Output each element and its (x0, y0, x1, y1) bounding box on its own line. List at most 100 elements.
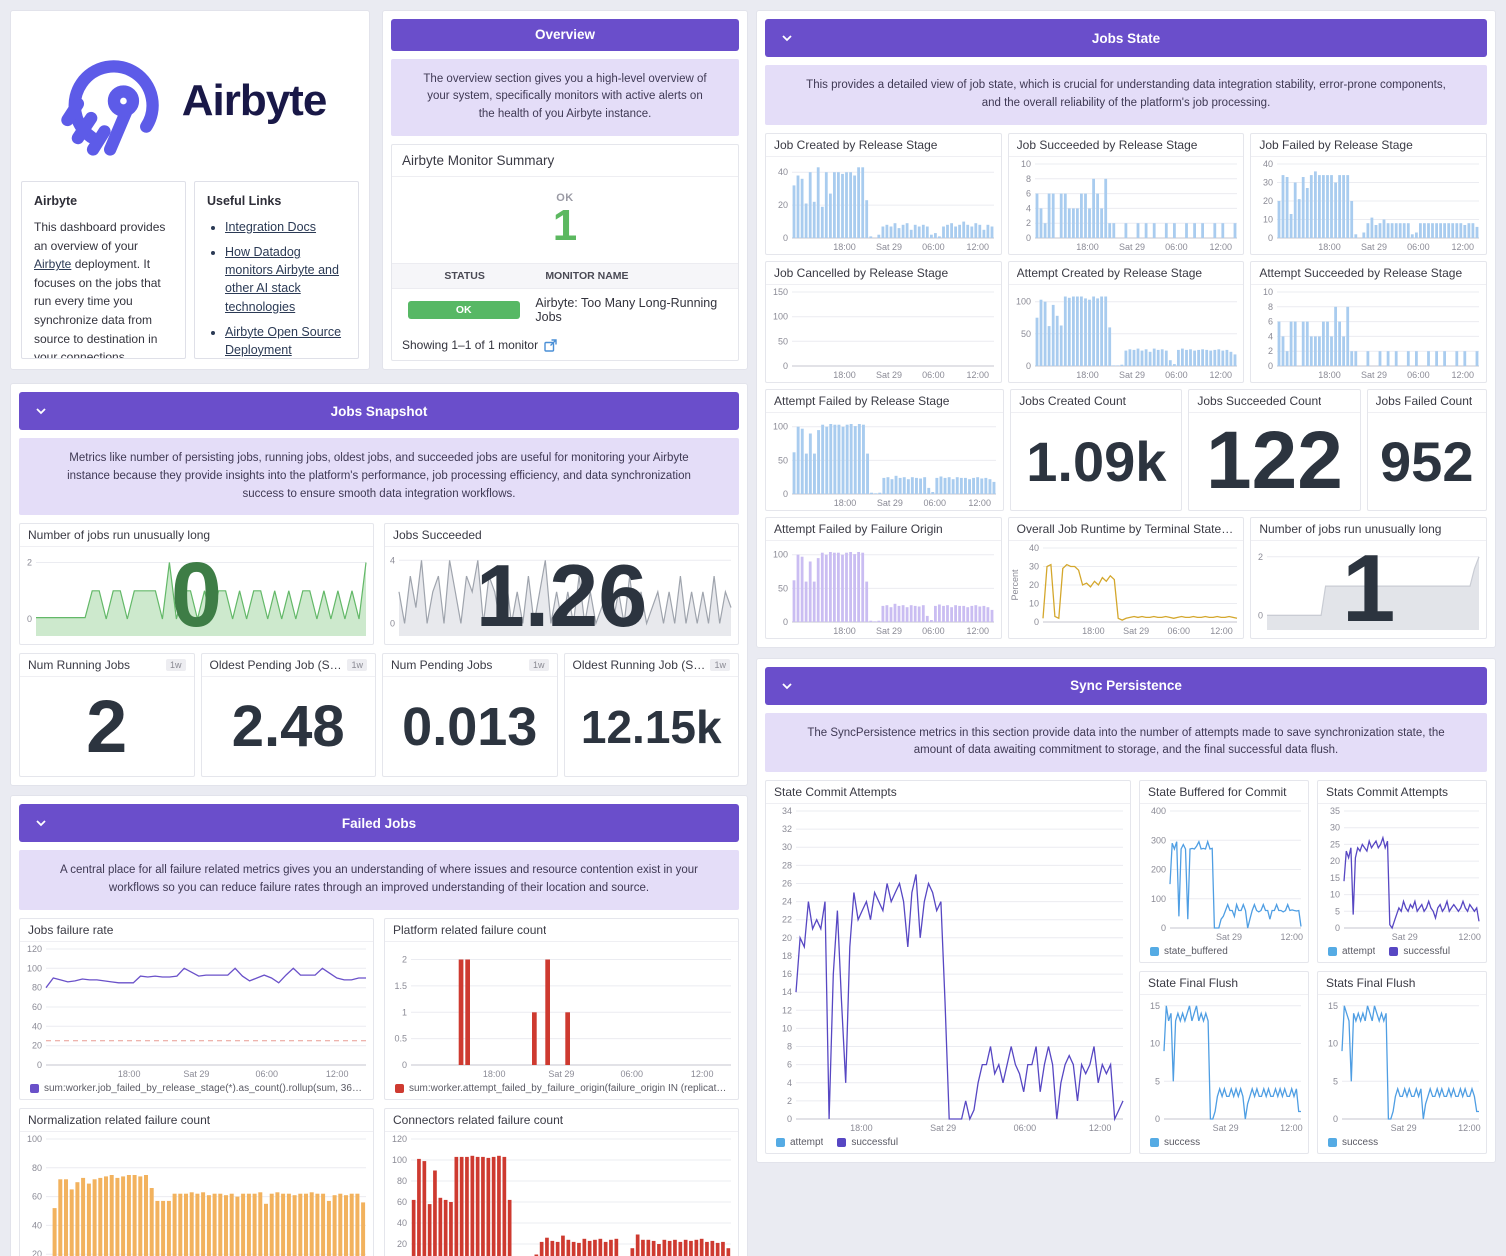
widget-overall-job-runtime[interactable]: Overall Job Runtime by Terminal State (S… (1007, 516, 1245, 639)
svg-text:06:00: 06:00 (1165, 370, 1188, 380)
widget-state-buffered[interactable]: State Buffered for Commit 0 100 200 300 400 S… (1139, 780, 1309, 964)
svg-text:0: 0 (37, 1060, 42, 1070)
widget-jobs-failed-count[interactable]: Jobs Failed Count 952 (1366, 388, 1487, 511)
line-chart[interactable]: 0 2 4 6 8 10 12 14 16 18 20 22 24 26 28 30 32 34 18:00 Sat … (766, 804, 1130, 1134)
widget-title: Num Pending Jobs (391, 658, 493, 673)
widget-stats-final-flush[interactable]: Stats Final Flush 0 5 10 15 Sat 29 12:00 succ… (1317, 971, 1487, 1155)
widget-state-commit-attempts[interactable]: State Commit Attempts 0 2 4 6 8 10 12 14 16 18 20 2… (765, 780, 1131, 1155)
svg-text:12:00: 12:00 (968, 498, 991, 508)
widget-jobs-failure-rate[interactable]: Jobs failure rate 0 20 40 60 80 100 120 18:00 Sa… (19, 918, 374, 1101)
widget-job-succeeded[interactable]: Job Succeeded by Release Stage 0 2 4 6 8 10 18… (1007, 132, 1245, 255)
svg-text:Sat 29: Sat 29 (1119, 370, 1145, 380)
bar-chart[interactable]: 0 50 100 150 18:00 Sat 29 06:00 12:00 (766, 285, 1001, 382)
line-chart[interactable]: 0 100 200 300 400 Sat 29 12:00 (1140, 804, 1308, 943)
bar-chart[interactable]: 0 0.5 1 1.5 2 18:00 Sat 29 06:00 12:00 (385, 942, 738, 1080)
bar-chart[interactable]: 0 2 4 6 8 10 18:00 Sat 29 06:00 12:00 (1009, 157, 1244, 254)
svg-text:40: 40 (778, 167, 788, 177)
widget-attempt-failed-origin[interactable]: Attempt Failed by Failure Origin 0 50 100 1… (765, 516, 1002, 639)
svg-text:18:00: 18:00 (1076, 242, 1099, 252)
widget-job-failed[interactable]: Job Failed by Release Stage 0 10 20 30 40 18:… (1250, 132, 1487, 255)
link-datadog-monitors-airbyte[interactable]: How Datadog monitors Airbyte and other A… (225, 245, 339, 314)
widget-title: Jobs Succeeded (393, 528, 482, 543)
svg-text:2: 2 (1026, 218, 1031, 228)
svg-text:18:00: 18:00 (833, 626, 856, 636)
widget-platform-failure-count[interactable]: Platform related failure count 0 0.5 1 1.5 2… (384, 918, 739, 1101)
svg-text:0: 0 (1335, 923, 1340, 933)
svg-text:12: 12 (782, 1006, 792, 1016)
collapse-chevron-icon[interactable] (33, 815, 49, 831)
widget-state-final-flush[interactable]: State Final Flush 0 5 10 15 Sat 29 12:00 succ… (1139, 971, 1309, 1155)
svg-text:10: 10 (1328, 1039, 1338, 1049)
svg-text:10: 10 (1150, 1039, 1160, 1049)
bar-chart[interactable]: 0 50 100 18:00 Sat 29 06:00 12:00 (1009, 285, 1244, 382)
widget-stats-commit-attempts[interactable]: Stats Commit Attempts 0 5 10 15 20 25 30 35 Sat … (1317, 780, 1487, 964)
svg-text:15: 15 (1330, 873, 1340, 883)
svg-text:12:00: 12:00 (967, 626, 990, 636)
svg-text:20: 20 (32, 1249, 42, 1256)
widget-attempt-created[interactable]: Attempt Created by Release Stage 0 50 100 1… (1007, 260, 1245, 383)
column-monitor-name: MONITOR NAME (545, 270, 629, 282)
bar-chart[interactable]: 0 50 100 18:00 Sat 29 06:00 12:00 (766, 413, 1003, 510)
widget-oldest-pending-job[interactable]: Oldest Pending Job (Secs) 1w 2.48 (200, 653, 376, 778)
svg-text:20: 20 (1029, 580, 1039, 590)
svg-text:06:00: 06:00 (922, 242, 945, 252)
svg-text:2: 2 (1258, 551, 1263, 561)
bar-chart[interactable]: 0 50 100 18:00 Sat 29 06:00 12:00 (766, 541, 1001, 638)
svg-text:0: 0 (783, 617, 788, 627)
widget-jobs-succeeded-count[interactable]: Jobs Succeeded Count 122 (1188, 388, 1361, 511)
jobs-snapshot-section: Jobs Snapshot Metrics like number of per… (10, 383, 748, 787)
widget-jobs-created-count[interactable]: Jobs Created Count 1.09k (1010, 388, 1183, 511)
widget-oldest-running-job[interactable]: Oldest Running Job (Secs) 1w 12.15k (563, 653, 739, 778)
status-badge: OK (407, 301, 520, 319)
jobs-snapshot-title: Jobs Snapshot (330, 403, 428, 419)
widget-attempt-succeeded[interactable]: Attempt Succeeded by Release Stage 0 2 4 6 8… (1250, 260, 1487, 383)
widget-attempt-failed-stage[interactable]: Attempt Failed by Release Stage 0 50 100 18… (765, 388, 1005, 511)
svg-text:12:00: 12:00 (326, 1069, 349, 1079)
external-link-icon[interactable] (544, 338, 557, 352)
collapse-chevron-icon[interactable] (779, 30, 795, 46)
widget-title: Number of jobs run unusually long (1259, 521, 1442, 536)
widget-normalization-failure-count[interactable]: Normalization related failure count 0204… (19, 1108, 374, 1256)
branding-card: Airbyte Airbyte This dashboard provides … (10, 10, 370, 370)
svg-text:8: 8 (787, 1042, 792, 1052)
bar-chart[interactable]: 0 2 4 6 8 10 18:00 Sat 29 06:00 12:00 (1251, 285, 1486, 382)
line-chart[interactable]: 0 5 10 15 Sat 29 12:00 (1140, 995, 1308, 1134)
monitor-row[interactable]: OK Airbyte: Too Many Long-Running Jobs (392, 289, 738, 330)
svg-text:18:00: 18:00 (834, 498, 857, 508)
svg-text:10: 10 (1263, 287, 1273, 297)
collapse-chevron-icon[interactable] (33, 403, 49, 419)
svg-text:12:00: 12:00 (967, 242, 990, 252)
widget-num-pending-jobs[interactable]: Num Pending Jobs 1w 0.013 (382, 653, 558, 778)
link-airbyte-open-source[interactable]: Airbyte Open Source Deployment (225, 324, 342, 357)
link-integration-docs[interactable]: Integration Docs (225, 220, 317, 234)
svg-text:Sat 29: Sat 29 (1213, 1123, 1239, 1133)
widget-connectors-failure-count[interactable]: Connectors related failure count 0204060… (384, 1108, 739, 1256)
svg-text:06:00: 06:00 (621, 1069, 644, 1079)
line-chart[interactable]: 0 5 10 15 Sat 29 12:00 (1318, 995, 1486, 1134)
widget-num-running-jobs[interactable]: Num Running Jobs 1w 2 (19, 653, 195, 778)
line-chart[interactable]: 0 20 40 60 80 100 120 18:00 Sat 29 06:00 12:00 (20, 942, 373, 1080)
collapse-chevron-icon[interactable] (779, 678, 795, 694)
svg-text:40: 40 (1029, 543, 1039, 553)
svg-text:06:00: 06:00 (1407, 242, 1430, 252)
airbyte-link[interactable]: Airbyte (34, 257, 72, 272)
line-chart[interactable]: 0 10 20 30 40 18:00 Sat 29 06:00 12:00 Percent (1009, 541, 1244, 638)
widget-job-cancelled[interactable]: Job Cancelled by Release Stage 0 50 100 150… (765, 260, 1002, 383)
svg-text:12:00: 12:00 (1452, 242, 1475, 252)
monitor-name[interactable]: Airbyte: Too Many Long-Running Jobs (535, 296, 718, 324)
monitor-summary-widget[interactable]: Airbyte Monitor Summary OK 1 STATUS MONI… (391, 144, 739, 361)
bar-chart[interactable]: 0 10 20 30 40 18:00 Sat 29 06:00 12:00 (1251, 157, 1486, 254)
chart-legend: attempt successful (1318, 943, 1486, 962)
line-chart[interactable]: 0 5 10 15 20 25 30 35 Sat 29 12:00 (1318, 804, 1486, 943)
svg-text:100: 100 (773, 421, 788, 431)
widget-job-created[interactable]: Job Created by Release Stage 0 20 40 18:00 S… (765, 132, 1002, 255)
bar-chart[interactable]: 0 20 40 18:00 Sat 29 06:00 12:00 (766, 157, 1001, 254)
